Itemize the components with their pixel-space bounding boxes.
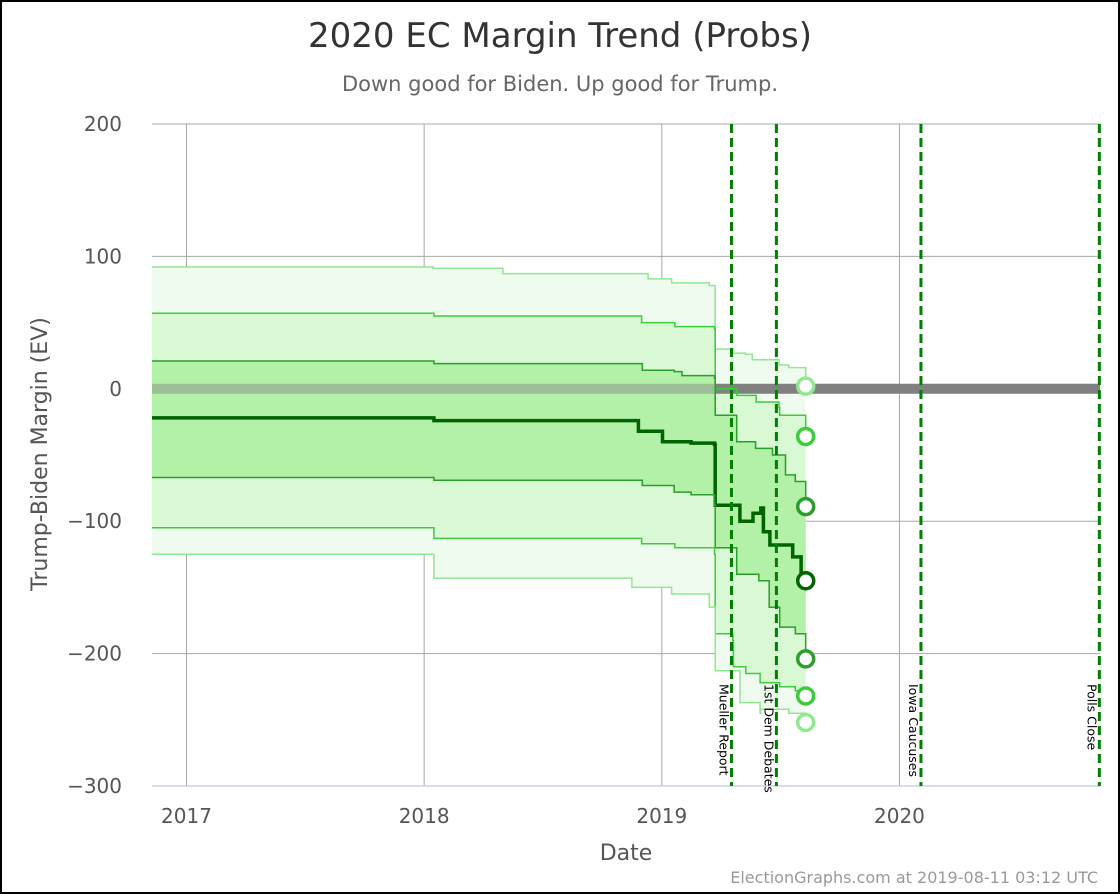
y-tick-label: −300 (67, 774, 122, 798)
event-label: Polls Close (1084, 684, 1099, 751)
chart-title: 2020 EC Margin Trend (Probs) (308, 16, 812, 56)
endpoint-median (795, 571, 816, 591)
series-line-p-high-inner (152, 360, 807, 507)
endpoint-p-low-outer (795, 712, 816, 733)
y-axis-title: Trump-Biden Margin (EV) (28, 317, 53, 592)
event-label: Mueller Report (716, 684, 731, 776)
series-line-median (152, 416, 806, 583)
y-tick-label: 100 (84, 244, 122, 268)
series-lines (152, 266, 807, 723)
x-axis-title: Date (600, 841, 653, 866)
series-line-p-high-middle (152, 312, 807, 437)
series-line-p-low-inner (152, 476, 807, 659)
series-line-p-low-outer (152, 553, 807, 723)
y-tick-label: −200 (67, 642, 122, 666)
endpoint-p-low-inner (795, 649, 816, 669)
x-tick-label: 2019 (636, 804, 687, 828)
y-tick-label: 200 (84, 112, 122, 136)
chart-subtitle: Down good for Biden. Up good for Trump. (342, 72, 778, 96)
endpoint-p-high-outer (795, 376, 816, 396)
endpoint-p-low-middle (795, 686, 816, 706)
event-markers: Mueller Report 1st Dem Debates Iowa Caucus… (716, 124, 1101, 793)
x-tick-label: 2020 (874, 804, 925, 828)
endpoint-markers (795, 376, 816, 733)
event-label: 1st Dem Debates (761, 684, 776, 793)
series-line-p-low-middle (152, 527, 807, 696)
y-tick-label: −100 (67, 509, 122, 533)
axis-ticks: 200 100 0 −100 −200 −300 2017 2018 2019 2020 (67, 112, 925, 828)
inner-probability-band (152, 361, 806, 659)
probability-bands (152, 267, 806, 723)
event-label: Iowa Caucuses (906, 684, 921, 777)
endpoint-p-high-middle (795, 426, 816, 447)
endpoint-p-high-inner (795, 496, 816, 517)
chart-credit: ElectionGraphs.com at 2019-08-11 03:12 U… (730, 868, 1098, 887)
x-tick-label: 2017 (161, 804, 212, 828)
series-line-p-high-outer (152, 266, 807, 387)
x-tick-label: 2018 (399, 804, 450, 828)
y-tick-label: 0 (109, 377, 122, 401)
